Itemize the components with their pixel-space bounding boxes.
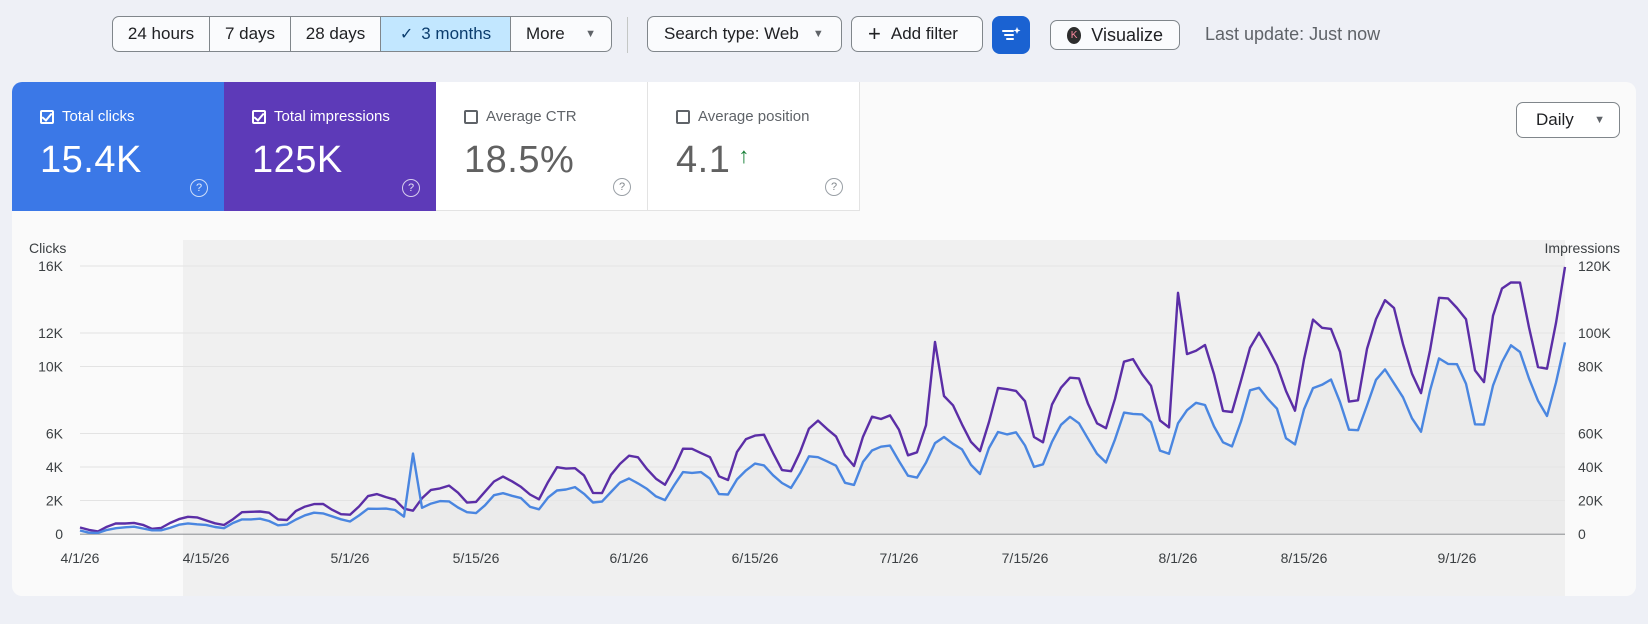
x-tick-label: 5/1/26 xyxy=(331,550,370,566)
range-label: 28 days xyxy=(305,24,366,43)
x-tick-label: 6/15/26 xyxy=(732,550,779,566)
range-28-days-button[interactable]: 28 days xyxy=(291,17,381,51)
metric-value: 18.5% xyxy=(464,139,575,181)
range-label: More xyxy=(526,24,565,43)
y-left-tick-label: 6K xyxy=(46,426,64,442)
metric-value: 15.4K xyxy=(40,139,142,181)
date-range-selector: 24 hours 7 days 28 days ✓ 3 months More ▼ xyxy=(112,16,612,52)
help-icon[interactable]: ? xyxy=(190,179,208,197)
caret-down-icon: ▼ xyxy=(1594,114,1605,126)
x-tick-label: 7/15/26 xyxy=(1002,550,1049,566)
caret-down-icon: ▼ xyxy=(812,28,824,40)
y-left-axis-title: Clicks xyxy=(29,240,66,256)
arrow-up-icon: ↑ xyxy=(738,143,750,168)
y-right-tick-label: 0 xyxy=(1578,526,1586,542)
metric-value: 125K xyxy=(252,139,343,181)
search-type-dropdown[interactable]: Search type: Web ▼ xyxy=(647,16,842,52)
y-left-tick-label: 16K xyxy=(38,258,64,274)
series-line-impressions xyxy=(79,266,1567,533)
x-tick-label: 5/15/26 xyxy=(453,550,500,566)
caret-down-icon: ▼ xyxy=(585,28,596,40)
filter-sparkle-button[interactable] xyxy=(992,16,1030,54)
x-tick-label: 4/1/26 xyxy=(61,550,100,566)
metric-value: 4.1 xyxy=(676,139,731,181)
range-label: 3 months xyxy=(421,24,492,43)
visualize-label: Visualize xyxy=(1091,24,1163,45)
check-icon: ✓ xyxy=(399,26,414,43)
range-3-months-button[interactable]: ✓ 3 months xyxy=(381,17,511,51)
metric-total-impressions[interactable]: Total impressions 125K ? xyxy=(224,82,436,211)
y-right-tick-label: 40K xyxy=(1578,459,1604,475)
add-filter-label: Add filter xyxy=(890,24,958,43)
y-left-tick-label: 4K xyxy=(46,459,64,475)
checkbox-checked-icon[interactable] xyxy=(252,109,266,124)
y-right-tick-label: 120K xyxy=(1578,258,1611,274)
checkbox-unchecked-icon[interactable] xyxy=(676,109,690,124)
range-24-hours-button[interactable]: 24 hours xyxy=(113,17,210,51)
metric-total-clicks[interactable]: Total clicks 15.4K ? xyxy=(12,82,224,211)
granularity-dropdown[interactable]: Daily ▼ xyxy=(1516,102,1620,138)
clicks-area xyxy=(80,342,1565,534)
range-label: 7 days xyxy=(224,24,276,43)
help-icon[interactable]: ? xyxy=(825,178,843,196)
y-right-tick-label: 60K xyxy=(1578,426,1604,442)
metric-label: Average position xyxy=(698,108,810,125)
x-tick-label: 8/15/26 xyxy=(1281,550,1328,566)
range-more-button[interactable]: More ▼ xyxy=(511,17,611,51)
visualize-button[interactable]: K Visualize xyxy=(1050,20,1180,50)
x-tick-label: 4/15/26 xyxy=(183,550,230,566)
y-left-tick-label: 12K xyxy=(38,325,64,341)
last-update-text: Last update: Just now xyxy=(1205,24,1381,44)
metric-label: Total clicks xyxy=(62,108,135,125)
x-tick-label: 9/1/26 xyxy=(1438,550,1477,566)
y-right-tick-label: 80K xyxy=(1578,359,1604,375)
metric-label: Average CTR xyxy=(486,108,577,125)
toolbar: 24 hours 7 days 28 days ✓ 3 months More ▼ … xyxy=(0,0,1648,70)
y-left-tick-label: 10K xyxy=(38,359,64,375)
y-left-tick-label: 0 xyxy=(55,526,63,542)
plus-icon: + xyxy=(868,21,881,46)
range-label: 24 hours xyxy=(127,24,195,43)
range-7-days-button[interactable]: 7 days xyxy=(210,17,291,51)
series-line-clicks xyxy=(79,342,1567,535)
x-tick-label: 7/1/26 xyxy=(880,550,919,566)
search-type-label: Search type: Web xyxy=(664,24,799,43)
metric-average-ctr[interactable]: Average CTR 18.5% ? xyxy=(436,82,648,211)
add-filter-button[interactable]: + Add filter xyxy=(851,16,983,52)
visualize-icon: K xyxy=(1067,26,1082,44)
toolbar-divider xyxy=(627,17,628,53)
y-right-tick-label: 100K xyxy=(1578,325,1611,341)
x-tick-label: 6/1/26 xyxy=(610,550,649,566)
x-tick-label: 8/1/26 xyxy=(1159,550,1198,566)
granularity-label: Daily xyxy=(1536,110,1574,129)
metric-average-position[interactable]: Average position 4.1 ↑ ? xyxy=(648,82,860,211)
y-right-axis-title: Impressions xyxy=(1545,240,1620,256)
checkbox-unchecked-icon[interactable] xyxy=(464,109,478,124)
metric-value-row: 4.1 ↑ xyxy=(676,139,859,182)
y-right-tick-label: 20K xyxy=(1578,493,1604,509)
help-icon[interactable]: ? xyxy=(613,178,631,196)
checkbox-checked-icon[interactable] xyxy=(40,109,54,124)
filter-sparkle-icon xyxy=(1002,27,1021,40)
y-left-tick-label: 2K xyxy=(46,493,64,509)
help-icon[interactable]: ? xyxy=(402,179,420,197)
metric-label: Total impressions xyxy=(274,108,390,125)
